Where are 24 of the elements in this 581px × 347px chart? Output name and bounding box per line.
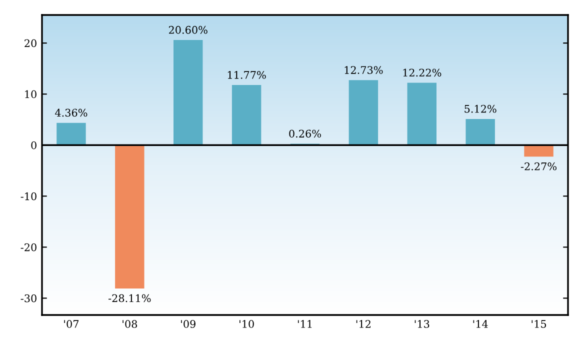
- x-tick-label: '13: [414, 320, 430, 328]
- x-tick-label: '09: [181, 320, 196, 328]
- x-tick-label: '12: [356, 320, 370, 328]
- y-tick-label: -30: [20, 294, 36, 302]
- data-label: 4.36%: [54, 108, 88, 117]
- x-tick-label: '15: [532, 320, 546, 328]
- data-label: 5.12%: [464, 104, 496, 113]
- y-tick-label: 20: [24, 39, 36, 48]
- y-tick-label: 0: [31, 141, 36, 150]
- data-label: 12.73%: [344, 66, 383, 74]
- data-label: 12.22%: [403, 68, 442, 77]
- x-tick-label: '14: [473, 320, 488, 328]
- x-tick-label: '08: [122, 320, 138, 328]
- data-label: -28.11%: [108, 294, 151, 302]
- x-tick-label: '07: [64, 320, 79, 328]
- y-tick-label: -20: [20, 243, 36, 252]
- y-tick-label: -10: [20, 192, 36, 200]
- x-tick-label: '10: [240, 320, 254, 328]
- data-label: -2.27%: [520, 162, 557, 170]
- data-label: 11.77%: [228, 70, 266, 79]
- x-tick-label: '11: [298, 320, 312, 328]
- data-label: 20.60%: [168, 26, 208, 34]
- y-tick-label: 10: [25, 90, 36, 98]
- data-label: 0.26%: [289, 130, 321, 138]
